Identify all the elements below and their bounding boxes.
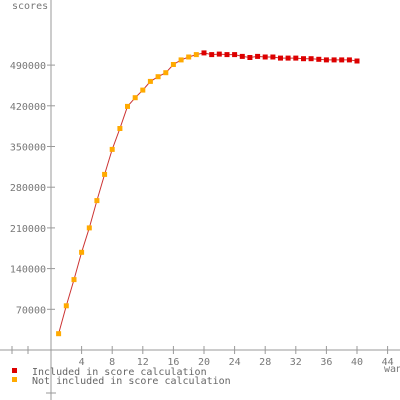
point-included-33 [301,56,306,62]
point-not-included-5 [86,225,92,231]
tick-labels: 70000 140000 210000 280000 350000 420000 49000… [10,61,394,368]
x-tick-label-24: 24 [229,357,241,368]
y-tick-label-490000: 490000 [10,61,46,72]
x-tick-label-4: 4 [79,357,85,368]
trend-line [58,52,358,334]
legend-swatch-not-included [12,377,17,382]
point-included-20 [201,50,207,56]
y-tick-label-210000: 210000 [10,224,46,235]
point-not-included-14 [155,74,161,80]
point-included-36 [323,57,329,63]
point-not-included-2 [63,303,69,309]
point-not-included-6 [94,198,100,204]
x-tick-label-44: 44 [382,357,394,368]
point-included-29 [270,54,276,60]
point-not-included-11 [132,95,138,101]
point-included-39 [346,57,352,63]
legend-swatch-included [12,368,17,373]
legend-label-included: Included in score calculation [32,367,207,378]
x-tick-label-16: 16 [167,357,179,368]
point-included-30 [278,55,283,61]
x-tick-label-36: 36 [320,357,332,368]
point-included-35 [316,56,322,62]
point-included-38 [339,57,345,63]
y-tick-label-140000: 140000 [10,265,46,276]
point-included-31 [285,55,291,61]
point-included-23 [224,52,230,58]
x-tick-label-40: 40 [351,357,363,368]
point-not-included-17 [178,57,184,63]
point-included-27 [255,53,261,59]
point-not-included-16 [170,62,176,67]
point-not-included-19 [193,52,199,58]
y-axis-title: scores [12,1,48,12]
x-tick-label-20: 20 [198,357,210,368]
point-included-37 [331,57,337,63]
point-included-34 [308,56,314,62]
y-tick-label-280000: 280000 [10,183,46,194]
point-not-included-9 [117,126,123,131]
point-included-26 [247,55,253,60]
point-included-32 [293,55,299,61]
x-axis-title: wan [384,364,400,375]
legend-label-not-included: Not included in score calculation [32,376,231,387]
legend: Included in score calculation Not includ… [12,367,231,387]
point-included-22 [216,51,222,57]
point-not-included-15 [163,70,169,76]
y-tick-label-420000: 420000 [10,102,46,113]
point-included-28 [262,54,268,60]
point-not-included-8 [109,146,115,152]
point-included-21 [209,52,215,58]
x-tick-label-8: 8 [109,357,115,368]
point-not-included-7 [102,171,108,177]
point-not-included-1 [56,331,62,337]
point-included-40 [354,58,360,64]
y-tick-label-350000: 350000 [10,143,46,154]
point-not-included-10 [125,103,130,109]
x-tick-label-32: 32 [290,357,302,368]
point-included-25 [239,53,245,59]
point-not-included-18 [186,54,192,60]
data-points [56,50,360,337]
score-line [58,52,358,334]
point-not-included-13 [147,78,153,84]
x-tick-label-28: 28 [259,357,271,368]
y-tick-label-70000: 70000 [16,305,46,316]
point-not-included-4 [79,249,85,255]
point-included-24 [232,52,238,58]
x-tick-label-12: 12 [137,357,149,368]
point-not-included-3 [71,277,77,283]
point-not-included-12 [140,87,146,93]
